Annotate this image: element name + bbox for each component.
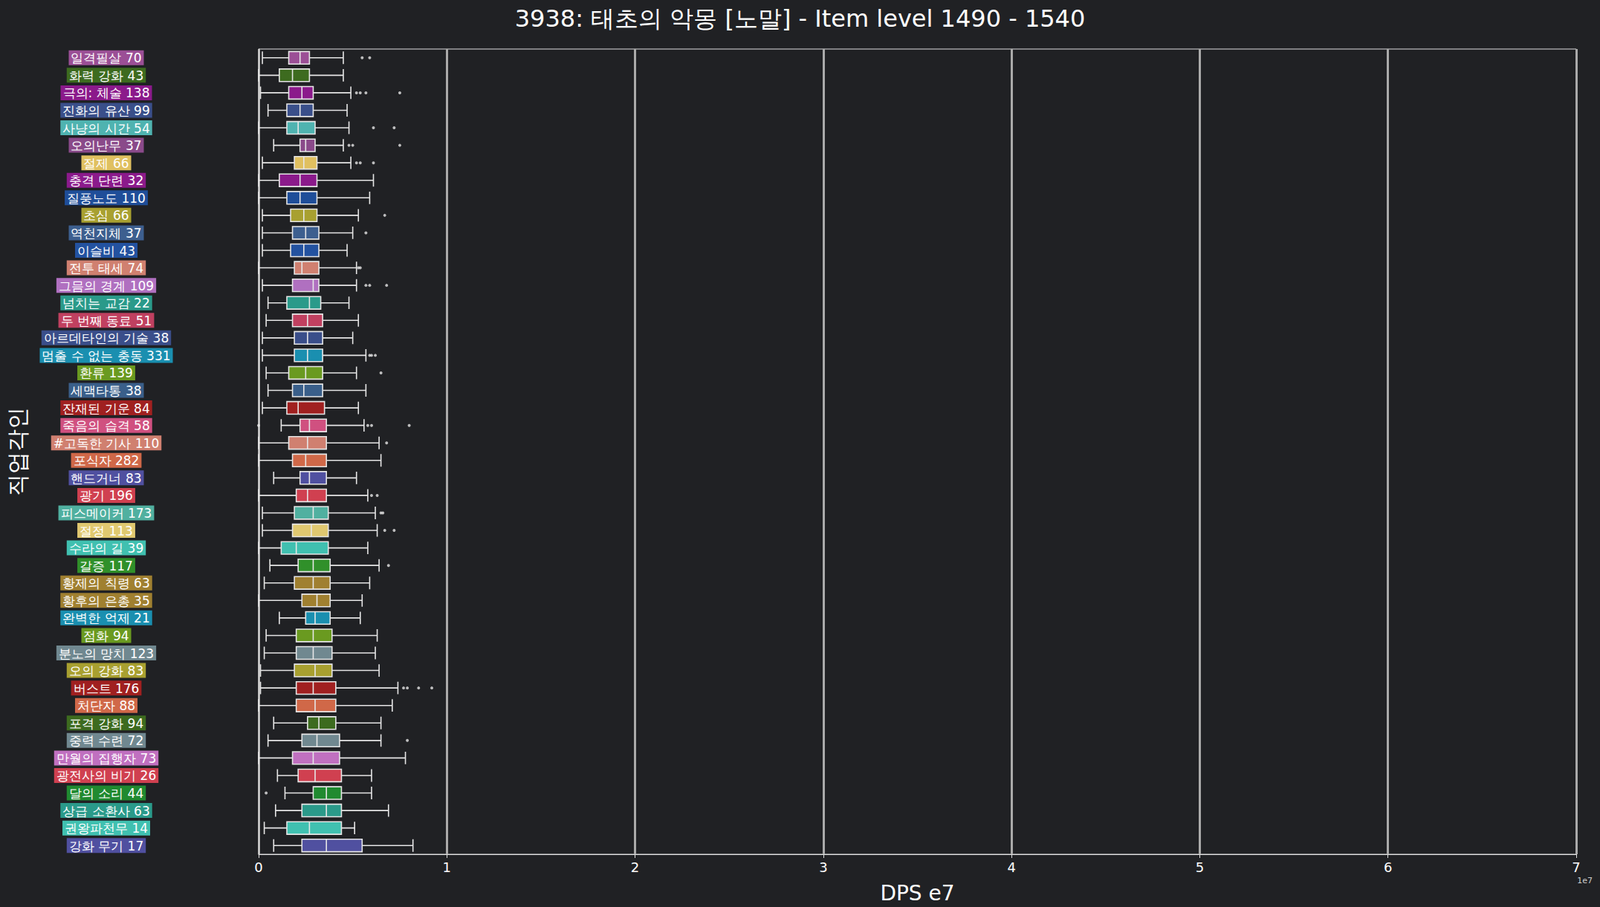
svg-text:넘치는 교감 22: 넘치는 교감 22 <box>62 295 150 311</box>
svg-text:오의난무 37: 오의난무 37 <box>70 138 142 154</box>
svg-text:버스트 176: 버스트 176 <box>73 681 140 697</box>
svg-text:황후의 은총 35: 황후의 은총 35 <box>62 593 150 609</box>
svg-text:사냥의 시간 54: 사냥의 시간 54 <box>62 121 150 136</box>
svg-text:2: 2 <box>630 859 640 876</box>
svg-text:포격 강화 94: 포격 강화 94 <box>69 716 144 732</box>
svg-text:3938: 태초의 악몽 [노말] - Item level: 3938: 태초의 악몽 [노말] - Item level 1490 - 15… <box>515 4 1086 33</box>
svg-text:광기 196: 광기 196 <box>79 488 134 504</box>
svg-text:만월의 집행자 73: 만월의 집행자 73 <box>56 751 157 767</box>
svg-text:아르데타인의 기술 38: 아르데타인의 기술 38 <box>43 330 169 346</box>
svg-text:초심 66: 초심 66 <box>83 208 129 223</box>
svg-text:수라의 길 39: 수라의 길 39 <box>69 541 144 556</box>
svg-text:광전사의 비기 26: 광전사의 비기 26 <box>56 768 157 784</box>
svg-text:두 번째 동료 51: 두 번째 동료 51 <box>60 313 153 329</box>
svg-text:7: 7 <box>1571 859 1580 876</box>
svg-text:이슬비 43: 이슬비 43 <box>77 243 136 259</box>
svg-text:1: 1 <box>442 859 452 876</box>
svg-text:일격필살 70: 일격필살 70 <box>70 50 142 66</box>
svg-text:잔재된 기운 84: 잔재된 기운 84 <box>62 401 150 417</box>
svg-text:세맥타통 38: 세맥타통 38 <box>70 383 142 399</box>
svg-text:역천지체 37: 역천지체 37 <box>70 225 142 241</box>
svg-text:완벽한 억제 21: 완벽한 억제 21 <box>62 610 150 626</box>
svg-text:5: 5 <box>1195 859 1204 876</box>
svg-text:분노의 망치 123: 분노의 망치 123 <box>58 646 154 662</box>
svg-text:#고독한 기사 110: #고독한 기사 110 <box>53 436 160 452</box>
svg-text:절정 113: 절정 113 <box>79 523 134 539</box>
svg-text:충격 단련 32: 충격 단련 32 <box>69 173 144 189</box>
svg-text:권왕파천무 14: 권왕파천무 14 <box>64 821 148 837</box>
svg-text:0: 0 <box>254 859 263 876</box>
svg-text:강화 무기 17: 강화 무기 17 <box>69 839 144 854</box>
svg-text:직업각인: 직업각인 <box>4 407 31 497</box>
svg-text:상급 소환사 63: 상급 소환사 63 <box>62 804 150 819</box>
svg-text:오의 강화 83: 오의 강화 83 <box>69 663 144 679</box>
svg-text:화력 강화 43: 화력 강화 43 <box>69 68 144 84</box>
svg-text:DPS e7: DPS e7 <box>879 881 955 906</box>
svg-text:진화의 유산 99: 진화의 유산 99 <box>62 103 150 119</box>
svg-text:절제 66: 절제 66 <box>83 156 129 171</box>
svg-text:환류 139: 환류 139 <box>79 365 134 381</box>
svg-text:1e7: 1e7 <box>1576 876 1593 886</box>
svg-text:갈증 117: 갈증 117 <box>79 558 134 574</box>
svg-text:죽음의 습격 58: 죽음의 습격 58 <box>62 418 150 434</box>
svg-text:핸드거너 83: 핸드거너 83 <box>70 471 142 487</box>
svg-text:중력 수련 72: 중력 수련 72 <box>69 733 144 749</box>
svg-text:황제의 칙령 63: 황제의 칙령 63 <box>62 575 150 591</box>
svg-text:6: 6 <box>1383 859 1392 876</box>
svg-text:멈출 수 없는 충동 331: 멈출 수 없는 충동 331 <box>41 348 171 364</box>
svg-text:4: 4 <box>1006 859 1016 876</box>
svg-text:피스메이커 173: 피스메이커 173 <box>60 506 153 521</box>
svg-text:달의 소리 44: 달의 소리 44 <box>69 786 144 802</box>
svg-text:질풍노도 110: 질풍노도 110 <box>66 190 146 206</box>
svg-text:극의: 체술 138: 극의: 체술 138 <box>63 85 151 101</box>
svg-text:점화 94: 점화 94 <box>83 628 129 644</box>
svg-text:그믐의 경계 109: 그믐의 경계 109 <box>58 278 154 294</box>
svg-text:전투 태세 74: 전투 태세 74 <box>69 260 144 276</box>
svg-text:처단자 88: 처단자 88 <box>77 698 136 714</box>
svg-text:포식자 282: 포식자 282 <box>73 453 140 469</box>
svg-text:3: 3 <box>818 859 828 876</box>
